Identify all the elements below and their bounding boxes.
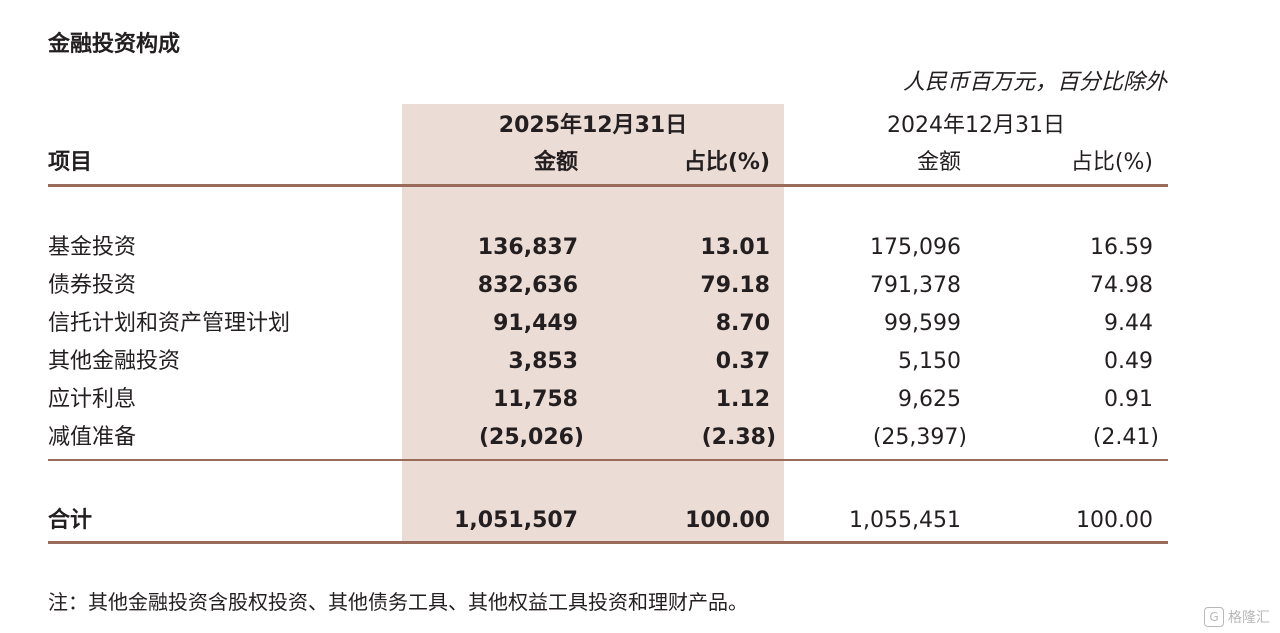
row-label: 应计利息: [48, 387, 137, 412]
watermark: G 格隆汇: [1204, 607, 1270, 627]
share-2024: 0.91: [1104, 387, 1153, 412]
header-rule: [48, 184, 1168, 187]
row-label: 减值准备: [48, 425, 137, 450]
gelonghui-logo-icon: G: [1204, 607, 1224, 627]
amount-2024: 175,096: [870, 235, 961, 260]
share-2024: 0.49: [1104, 349, 1153, 374]
total-share-2025: 100.00: [685, 508, 770, 533]
total-label: 合计: [48, 508, 93, 533]
table-title: 金融投资构成: [48, 32, 181, 57]
row-label: 基金投资: [48, 235, 137, 260]
period-prior-header: 2024年12月31日: [887, 113, 1065, 138]
share-2025: 1.12: [715, 387, 770, 412]
amount-2024: 99,599: [884, 311, 961, 336]
share-2024: 9.44: [1104, 311, 1153, 336]
total-rule: [48, 541, 1168, 544]
row-label: 债券投资: [48, 273, 137, 298]
share-2024: 16.59: [1090, 235, 1153, 260]
footnote: 注：其他金融投资含股权投资、其他债务工具、其他权益工具投资和理财产品。: [48, 590, 748, 614]
total-share-2024: 100.00: [1076, 508, 1153, 533]
share-2025: 0.37: [715, 349, 770, 374]
total-amount-2025: 1,051,507: [454, 508, 578, 533]
period-current-header: 2025年12月31日: [498, 113, 688, 138]
share-2024: 74.98: [1090, 273, 1153, 298]
table-row: 其他金融投资 3,853 0.37 5,150 0.49: [0, 348, 1280, 376]
item-header: 项目: [48, 150, 93, 175]
share-2025: 8.70: [715, 311, 770, 336]
total-row: 合计 1,051,507 100.00 1,055,451 100.00: [0, 507, 1280, 535]
row-label: 其他金融投资: [48, 349, 181, 374]
amount-2025: 832,636: [477, 273, 578, 298]
share-2025: (2.38): [701, 425, 776, 450]
table-row: 债券投资 832,636 79.18 791,378 74.98: [0, 272, 1280, 300]
unit-note: 人民币百万元，百分比除外: [902, 70, 1167, 95]
current-period-highlight: [402, 104, 784, 544]
watermark-text: 格隆汇: [1228, 610, 1270, 626]
share-2025: 79.18: [700, 273, 770, 298]
share-current-header: 占比(%): [683, 150, 770, 175]
amount-2025: (25,026): [478, 425, 584, 450]
amount-2025: 91,449: [493, 311, 578, 336]
share-prior-header: 占比(%): [1070, 150, 1153, 175]
amount-2024: (25,397): [872, 425, 967, 450]
table-row: 应计利息 11,758 1.12 9,625 0.91: [0, 386, 1280, 414]
amount-current-header: 金额: [533, 150, 578, 175]
amount-2024: 9,625: [898, 387, 961, 412]
amount-2024: 5,150: [898, 349, 961, 374]
table-row: 信托计划和资产管理计划 91,449 8.70 99,599 9.44: [0, 310, 1280, 338]
amount-2025: 11,758: [493, 387, 578, 412]
table-row: 减值准备 (25,026) (2.38) (25,397) (2.41): [0, 424, 1280, 452]
amount-2024: 791,378: [870, 273, 961, 298]
total-amount-2024: 1,055,451: [849, 508, 961, 533]
row-label: 信托计划和资产管理计划: [48, 311, 291, 336]
amount-2025: 3,853: [508, 349, 578, 374]
subtotal-rule: [48, 459, 1168, 461]
amount-2025: 136,837: [477, 235, 578, 260]
share-2024: (2.41): [1092, 425, 1159, 450]
amount-prior-header: 金额: [916, 150, 961, 175]
share-2025: 13.01: [700, 235, 770, 260]
table-row: 基金投资 136,837 13.01 175,096 16.59: [0, 234, 1280, 262]
